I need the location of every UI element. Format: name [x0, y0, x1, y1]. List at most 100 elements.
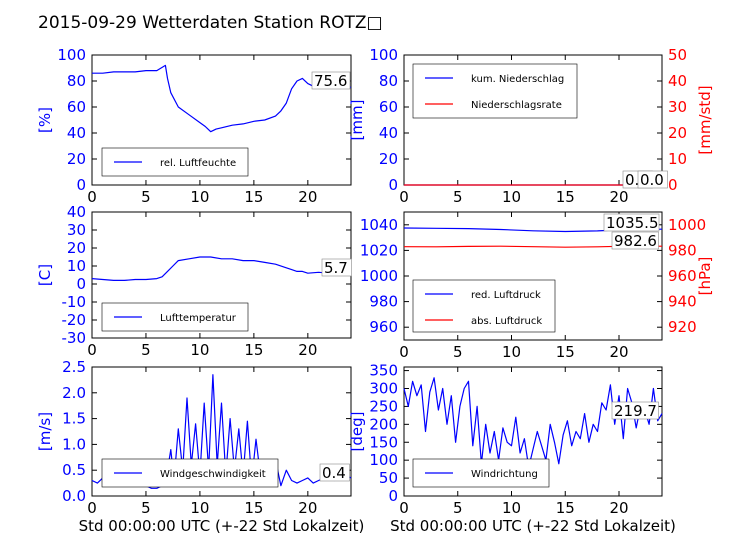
y-right-tick-label: 20 — [668, 124, 687, 142]
plot-frame — [91, 366, 352, 497]
y-tick-label: 200 — [369, 415, 398, 433]
x-tick-label: 10 — [502, 188, 521, 206]
y-right-axis-label: [hPa] — [696, 257, 714, 296]
y-tick-label: 0 — [388, 176, 398, 194]
y-tick-label: 60 — [379, 98, 398, 116]
y-tick-label: 20 — [67, 239, 86, 257]
y-axis-label: [deg] — [348, 412, 366, 452]
y-right-tick-label: 920 — [668, 318, 697, 336]
x-axis-label: Std 00:00:00 UTC (+-22 Std Lokalzeit) — [390, 517, 676, 535]
y-tick-label: 40 — [379, 124, 398, 142]
plot-frame — [403, 366, 663, 497]
value-annotation: 5.7 — [324, 259, 348, 277]
y-axis-label: [C] — [36, 264, 54, 286]
x-tick-label: 20 — [298, 188, 317, 206]
series-line-humidity — [92, 64, 352, 133]
y-tick-label: -20 — [62, 311, 87, 329]
value-annotation: 0.0 — [640, 171, 664, 189]
x-tick-label: 10 — [502, 343, 521, 361]
y-right-tick-label: 50 — [668, 46, 687, 64]
x-tick-label: 0 — [399, 499, 409, 517]
x-tick-label: 10 — [190, 499, 209, 517]
legend-label: red. Luftdruck — [471, 290, 541, 301]
x-tick-label: 15 — [244, 499, 263, 517]
x-axis-label: Std 00:00:00 UTC (+-22 Std Lokalzeit) — [79, 517, 365, 535]
y-tick-label: -30 — [62, 329, 87, 347]
value-annotation-box — [603, 213, 660, 232]
y-tick-label: 960 — [369, 318, 398, 336]
x-tick-label: 15 — [244, 341, 263, 359]
x-tick-label: 15 — [556, 343, 575, 361]
legend-label: Lufttemperatur — [160, 313, 237, 324]
legend-label: abs. Luftdruck — [471, 316, 542, 327]
x-tick-label: 5 — [141, 499, 151, 517]
temperature-panel: 0 5 10 15 20-30-20-10010203040[C]Lufttempera… — [36, 203, 352, 359]
x-tick-label: 15 — [556, 188, 575, 206]
y-tick-label: 1.5 — [62, 410, 86, 428]
legend-box — [412, 63, 578, 119]
y-tick-label: 980 — [369, 293, 398, 311]
legend-label: Niederschlagsrate — [471, 100, 562, 111]
wind-speed-panel: 0 5 10 15 20 0.0 0.5 1.0 1.5 2.0 2.5 [m/s] Std 00:00… — [36, 358, 364, 535]
x-tick-label: 10 — [190, 341, 209, 359]
series-line-wind_direction — [403, 377, 663, 468]
value-annotation-box — [637, 170, 668, 189]
y-right-tick-label: 1000 — [668, 216, 706, 234]
x-tick-label: 5 — [141, 341, 151, 359]
y-right-tick-label: 940 — [668, 293, 697, 311]
y-right-tick-label: 10 — [668, 150, 687, 168]
x-tick-label: 15 — [244, 188, 263, 206]
value-annotation: 219.7 — [614, 402, 657, 420]
y-tick-label: 80 — [67, 72, 86, 90]
x-tick-label: 0 — [87, 499, 97, 517]
value-annotation-box — [311, 71, 351, 90]
value-annotation-box — [319, 463, 350, 482]
y-right-tick-label: 40 — [668, 72, 687, 90]
legend-box — [412, 279, 556, 333]
y-tick-label: 80 — [379, 72, 398, 90]
y-tick-label: 60 — [67, 98, 86, 116]
x-tick-label: 5 — [453, 499, 463, 517]
x-tick-label: 5 — [141, 188, 151, 206]
x-tick-label: 5 — [453, 188, 463, 206]
x-tick-label: 0 — [399, 343, 409, 361]
y-right-tick-label: 960 — [668, 267, 697, 285]
y-right-tick-label: 30 — [668, 98, 687, 116]
figure-title: 2015-09-29 Wetterdaten Station ROTZ□ — [38, 13, 383, 33]
x-tick-label: 15 — [556, 499, 575, 517]
y-tick-label: 40 — [67, 124, 86, 142]
y-tick-label: 2.0 — [62, 384, 86, 402]
y-tick-label: 250 — [369, 397, 398, 415]
value-annotation: 982.6 — [614, 232, 657, 250]
y-right-axis-label: [mm/std] — [696, 85, 714, 154]
plot-frame — [91, 54, 352, 186]
y-tick-label: 100 — [369, 46, 398, 64]
y-axis-label: [m/s] — [36, 412, 54, 451]
y-tick-label: 350 — [369, 362, 398, 380]
value-annotation: 0.4 — [322, 464, 346, 482]
y-right-tick-label: 980 — [668, 241, 697, 259]
x-tick-label: 20 — [609, 343, 628, 361]
pressure-panel: 0 5 10 15 20 960 980 1000 1020 1040 920 940 960 980 10… — [360, 211, 714, 361]
x-tick-label: 0 — [399, 188, 409, 206]
y-tick-label: 300 — [369, 380, 398, 398]
value-annotation: 75.6 — [314, 72, 347, 90]
y-tick-label: 20 — [67, 150, 86, 168]
y-tick-label: 0 — [388, 487, 398, 505]
value-annotation-box — [321, 258, 352, 277]
series-line-temperature — [91, 256, 351, 281]
y-tick-label: 50 — [379, 469, 398, 487]
y-tick-label: 10 — [67, 257, 86, 275]
humidity-panel: 0 5 10 15 20 0 20 40 60 80 100 [%] rel. Luftfeuchte 7… — [36, 46, 352, 206]
x-tick-label: 0 — [87, 188, 97, 206]
x-tick-label: 5 — [453, 343, 463, 361]
y-tick-label: 2.5 — [62, 358, 86, 376]
y-tick-label: 100 — [369, 451, 398, 469]
y-tick-label: 0.0 — [62, 487, 86, 505]
value-annotation-box — [611, 231, 659, 250]
x-tick-label: 20 — [609, 499, 628, 517]
y-right-tick-label: 0 — [668, 176, 678, 194]
x-tick-label: 10 — [502, 499, 521, 517]
